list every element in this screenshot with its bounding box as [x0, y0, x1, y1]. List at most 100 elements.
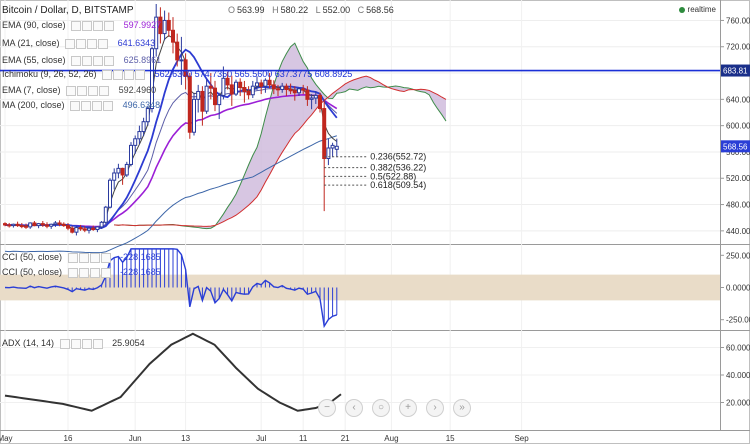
candle-body: [11, 223, 16, 227]
settings-icon[interactable]: [82, 55, 93, 66]
fib-level-label: 0.618(509.54): [370, 180, 426, 190]
adx-tick-label: 60.0000: [726, 344, 750, 353]
settings-icon[interactable]: [77, 85, 88, 96]
settings-icon[interactable]: [81, 100, 92, 111]
close-icon[interactable]: [92, 100, 103, 111]
settings-icon[interactable]: [78, 267, 89, 278]
realtime-indicator[interactable]: realtime: [678, 5, 716, 14]
time-tick-label: 15: [446, 434, 455, 443]
price-tick-label: 440.00: [726, 227, 750, 236]
more-icon[interactable]: [100, 252, 111, 263]
cci-tick-label: 0.0000: [726, 284, 750, 293]
settings-icon[interactable]: [78, 252, 89, 263]
legend-ema55[interactable]: EMA (55, close) 625.8961: [2, 55, 161, 66]
settings-icon[interactable]: [76, 38, 87, 49]
candle-body: [179, 59, 184, 62]
candle-body: [234, 81, 238, 95]
adx-tick-label: 40.0000: [726, 371, 750, 380]
candle-body: [276, 88, 280, 91]
fast-forward-button[interactable]: »: [453, 399, 471, 417]
candle-body: [183, 59, 188, 77]
eye-icon[interactable]: [102, 69, 113, 80]
low-value: 552.00: [322, 5, 351, 15]
zoom-in-button[interactable]: +: [399, 399, 417, 417]
more-icon[interactable]: [99, 85, 110, 96]
close-icon[interactable]: [87, 38, 98, 49]
more-icon[interactable]: [104, 20, 115, 31]
legend-ema7-controls[interactable]: [66, 85, 110, 96]
candle-body: [124, 163, 129, 176]
candle-body: [213, 87, 217, 106]
adx-line: [4, 332, 342, 412]
candle-body: [137, 131, 142, 140]
more-icon[interactable]: [104, 55, 115, 66]
legend-cci-2-controls[interactable]: [67, 267, 112, 278]
eye-icon[interactable]: [71, 20, 82, 31]
settings-icon[interactable]: [82, 20, 93, 31]
more-icon[interactable]: [103, 100, 114, 111]
candle-body: [171, 29, 175, 43]
scroll-right-button[interactable]: ›: [426, 399, 444, 417]
close-icon[interactable]: [124, 69, 135, 80]
legend-ma21-controls[interactable]: [65, 38, 109, 49]
time-tick-label: May: [0, 434, 13, 443]
legend-cci-1-label: CCI (50, close): [2, 252, 63, 262]
eye-icon[interactable]: [59, 338, 70, 349]
eye-icon[interactable]: [70, 100, 81, 111]
candle-body: [78, 227, 83, 230]
close-icon[interactable]: [93, 20, 104, 31]
candle-body: [154, 16, 159, 50]
close-icon[interactable]: [89, 252, 100, 263]
candle-body: [145, 108, 150, 123]
candle-body: [271, 84, 276, 90]
cci-band: [0, 274, 720, 301]
close-icon[interactable]: [93, 55, 104, 66]
zoom-out-button[interactable]: −: [318, 399, 336, 417]
candle-body: [24, 225, 28, 228]
more-icon[interactable]: [92, 338, 103, 349]
chart-navigation[interactable]: − ‹ ○ + › »: [318, 399, 480, 417]
legend-adx[interactable]: ADX (14, 14) 25.9054: [2, 338, 145, 349]
legend-ema55-controls[interactable]: [71, 55, 115, 66]
candle-body: [187, 75, 192, 133]
last-price-tag: [721, 140, 750, 153]
eye-icon[interactable]: [67, 252, 78, 263]
close-icon[interactable]: [81, 338, 92, 349]
more-icon[interactable]: [135, 69, 146, 80]
candle-body: [32, 222, 37, 227]
more-icon[interactable]: [100, 267, 111, 278]
close-icon[interactable]: [88, 85, 99, 96]
reset-button[interactable]: ○: [372, 399, 390, 417]
legend-ma200-controls[interactable]: [70, 100, 114, 111]
legend-cci-2[interactable]: CCI (50, close) -228.1685: [2, 267, 161, 278]
scroll-left-button[interactable]: ‹: [345, 399, 363, 417]
legend-ichimoku-controls[interactable]: [102, 69, 146, 80]
settings-icon[interactable]: [113, 69, 124, 80]
settings-icon[interactable]: [70, 338, 81, 349]
candle-body: [259, 82, 264, 87]
candle-body: [263, 79, 268, 87]
price-tick-label: 720.00: [726, 43, 750, 52]
eye-icon[interactable]: [66, 85, 77, 96]
eye-icon[interactable]: [71, 55, 82, 66]
candle-body: [280, 85, 285, 90]
legend-ma21[interactable]: MA (21, close) 641.6343: [2, 38, 155, 49]
legend-ema7[interactable]: EMA (7, close) 592.4960: [2, 85, 156, 96]
legend-cci-2-label: CCI (50, close): [2, 267, 63, 277]
more-icon[interactable]: [98, 38, 109, 49]
ma200-line: [4, 135, 337, 254]
legend-cci-1-controls[interactable]: [67, 252, 112, 263]
legend-adx-controls[interactable]: [59, 338, 104, 349]
legend-ema90-controls[interactable]: [71, 20, 115, 31]
legend-ema90[interactable]: EMA (90, close) 597.9927: [2, 20, 161, 31]
legend-ma200[interactable]: MA (200, close) 496.6348: [2, 100, 160, 111]
eye-icon[interactable]: [65, 38, 76, 49]
candle-body: [74, 227, 79, 233]
legend-ichimoku[interactable]: Ichimoku (9, 26, 52, 26) 562.6300 574.73…: [2, 69, 352, 80]
candle-body: [129, 144, 133, 165]
eye-icon[interactable]: [67, 267, 78, 278]
close-icon[interactable]: [89, 267, 100, 278]
legend-cci-1[interactable]: CCI (50, close) -228.1685: [2, 252, 161, 263]
candle-body: [225, 77, 230, 86]
